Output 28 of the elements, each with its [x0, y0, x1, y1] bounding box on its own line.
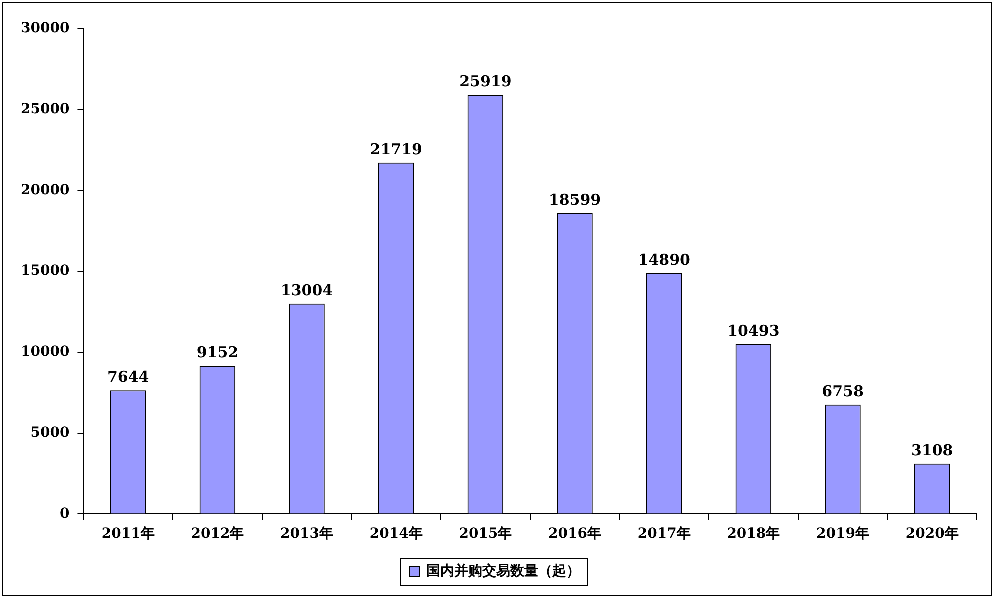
data-label: 21719: [370, 140, 422, 158]
x-tick-label: 2015年: [459, 526, 512, 542]
x-tick-label: 2012年: [191, 526, 244, 542]
data-label: 13004: [280, 281, 334, 300]
data-label: 3108: [911, 441, 954, 460]
x-tick-label: 2013年: [280, 526, 334, 542]
data-label: 9152: [196, 344, 239, 362]
x-tick-label: 2019年: [816, 526, 870, 542]
x-tick-label: 2020年: [906, 526, 959, 542]
y-tick-label: 20000: [20, 182, 70, 198]
data-label: 6758: [822, 382, 864, 400]
data-label: 10493: [728, 322, 780, 340]
data-label: 18599: [548, 190, 602, 209]
y-tick-label: 15000: [20, 263, 70, 280]
x-tick-label: 2017年: [638, 526, 691, 542]
x-tick-label: 2016年: [548, 526, 602, 542]
y-tick-label: 25000: [20, 102, 70, 118]
legend-label: 国内并购交易数量（起）: [426, 562, 580, 580]
x-tick-label: 2018年: [727, 526, 780, 542]
data-label: 7644: [107, 368, 150, 386]
data-label: 14890: [638, 250, 690, 269]
x-tick-label: 2014年: [370, 526, 423, 542]
y-tick-label: 0: [60, 506, 70, 522]
data-label: 25919: [460, 72, 512, 90]
y-tick-label: 10000: [20, 344, 70, 360]
x-tick-label: 2011年: [102, 526, 155, 542]
y-tick-label: 5000: [30, 424, 70, 441]
y-tick-label: 30000: [20, 20, 70, 37]
